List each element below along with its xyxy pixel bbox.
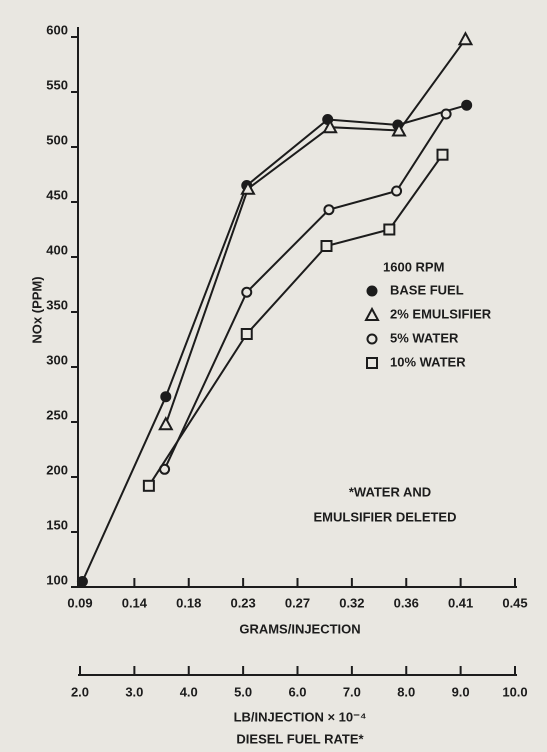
marker bbox=[323, 204, 335, 216]
marker bbox=[391, 122, 407, 137]
marker bbox=[241, 286, 253, 298]
x2-tick-label: 9.0 bbox=[452, 684, 470, 699]
annotation: *WATER AND bbox=[349, 484, 431, 499]
marker bbox=[142, 479, 155, 492]
legend-title: 1600 RPM bbox=[383, 259, 444, 274]
marker bbox=[366, 285, 378, 297]
y-tick-label: 250 bbox=[46, 407, 68, 422]
series-line bbox=[81, 104, 467, 582]
y-tick-label: 450 bbox=[46, 187, 68, 202]
marker bbox=[391, 185, 403, 197]
x-tick-label: 0.14 bbox=[122, 595, 148, 610]
legend-label: 10% WATER bbox=[390, 354, 466, 369]
x-tick-label: 0.32 bbox=[339, 595, 364, 610]
legend-label: BASE FUEL bbox=[390, 282, 464, 297]
y-tick-label: 500 bbox=[46, 132, 68, 147]
marker bbox=[366, 333, 378, 345]
marker bbox=[366, 357, 378, 369]
y-tick-label: 600 bbox=[46, 22, 68, 37]
x-tick-label: 0.41 bbox=[448, 595, 473, 610]
marker bbox=[240, 180, 256, 195]
marker bbox=[364, 306, 380, 321]
x-tick-label: 0.18 bbox=[176, 595, 201, 610]
annotation: EMULSIFIER DELETED bbox=[313, 509, 456, 524]
marker bbox=[457, 31, 474, 46]
x-tick-label: 0.36 bbox=[394, 595, 419, 610]
y-tick-label: 100 bbox=[46, 572, 68, 587]
x-tick-label: 0.27 bbox=[285, 595, 310, 610]
legend-label: 5% WATER bbox=[390, 330, 459, 345]
marker bbox=[461, 99, 473, 111]
x-tick-label: 0.23 bbox=[230, 595, 255, 610]
marker bbox=[436, 148, 449, 161]
x2-tick-label: 7.0 bbox=[343, 684, 361, 699]
x2-tick-label: 3.0 bbox=[125, 684, 143, 699]
y-tick-label: 350 bbox=[46, 297, 68, 312]
marker bbox=[240, 328, 253, 340]
x2-axis-label: LB/INJECTION × 10⁻⁴ bbox=[234, 709, 367, 724]
marker bbox=[158, 416, 174, 431]
y-tick-label: 150 bbox=[46, 517, 68, 532]
y-axis-label: NOx (PPM) bbox=[29, 276, 44, 343]
y-tick-label: 550 bbox=[46, 77, 68, 92]
marker bbox=[76, 576, 88, 587]
x2-tick-label: 10.0 bbox=[502, 684, 527, 699]
x-axis-label: GRAMS/INJECTION bbox=[239, 621, 360, 636]
legend-label: 2% EMULSIFIER bbox=[390, 306, 492, 321]
x2-tick-label: 8.0 bbox=[397, 684, 415, 699]
x2-tick-label: 2.0 bbox=[71, 684, 89, 699]
marker bbox=[322, 119, 338, 134]
marker bbox=[440, 108, 452, 120]
y-tick-label: 300 bbox=[46, 352, 68, 367]
x2-tick-label: 5.0 bbox=[234, 684, 252, 699]
y-tick-label: 400 bbox=[46, 242, 68, 257]
x-tick-label: 0.45 bbox=[502, 595, 527, 610]
x2-tick-label: 6.0 bbox=[288, 684, 306, 699]
x2-tick-label: 4.0 bbox=[180, 684, 198, 699]
marker bbox=[383, 223, 396, 236]
marker bbox=[160, 391, 172, 403]
y-tick-label: 200 bbox=[46, 462, 68, 477]
marker bbox=[320, 240, 333, 252]
x2-axis-title: DIESEL FUEL RATE* bbox=[236, 731, 364, 746]
x-tick-label: 0.09 bbox=[67, 595, 92, 610]
